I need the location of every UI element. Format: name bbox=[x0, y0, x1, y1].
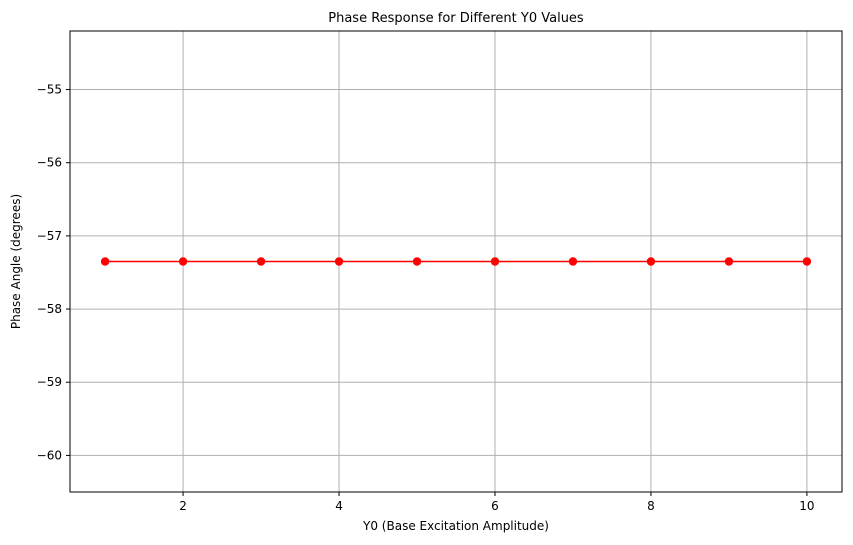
x-tick-label: 8 bbox=[647, 499, 655, 513]
data-point bbox=[568, 257, 578, 266]
x-tick-label: 6 bbox=[491, 499, 499, 513]
data-point bbox=[412, 257, 422, 266]
data-point bbox=[178, 257, 188, 266]
x-axis-label: Y0 (Base Excitation Amplitude) bbox=[362, 519, 549, 533]
y-tick-label: −59 bbox=[37, 375, 62, 389]
chart-title: Phase Response for Different Y0 Values bbox=[328, 11, 584, 26]
series-layer bbox=[100, 257, 812, 266]
y-tick-label: −58 bbox=[37, 302, 62, 316]
y-tick-label: −57 bbox=[37, 229, 62, 243]
data-point bbox=[256, 257, 266, 266]
data-point bbox=[334, 257, 344, 266]
y-tick-label: −60 bbox=[37, 448, 62, 462]
x-tick-label: 10 bbox=[799, 499, 814, 513]
data-point bbox=[100, 257, 110, 266]
data-point bbox=[724, 257, 734, 266]
y-axis-label: Phase Angle (degrees) bbox=[9, 194, 23, 329]
ticks-layer: 2 4 6 8 10 −60 −59 −58 −57 −56 −55 bbox=[37, 83, 815, 513]
data-point bbox=[646, 257, 656, 266]
x-tick-label: 4 bbox=[335, 499, 343, 513]
plot-frame bbox=[69, 30, 843, 493]
data-point bbox=[490, 257, 500, 266]
y-tick-label: −56 bbox=[37, 156, 62, 170]
data-point bbox=[802, 257, 812, 266]
x-tick-label: 2 bbox=[179, 499, 187, 513]
y-tick-label: −55 bbox=[37, 83, 62, 97]
